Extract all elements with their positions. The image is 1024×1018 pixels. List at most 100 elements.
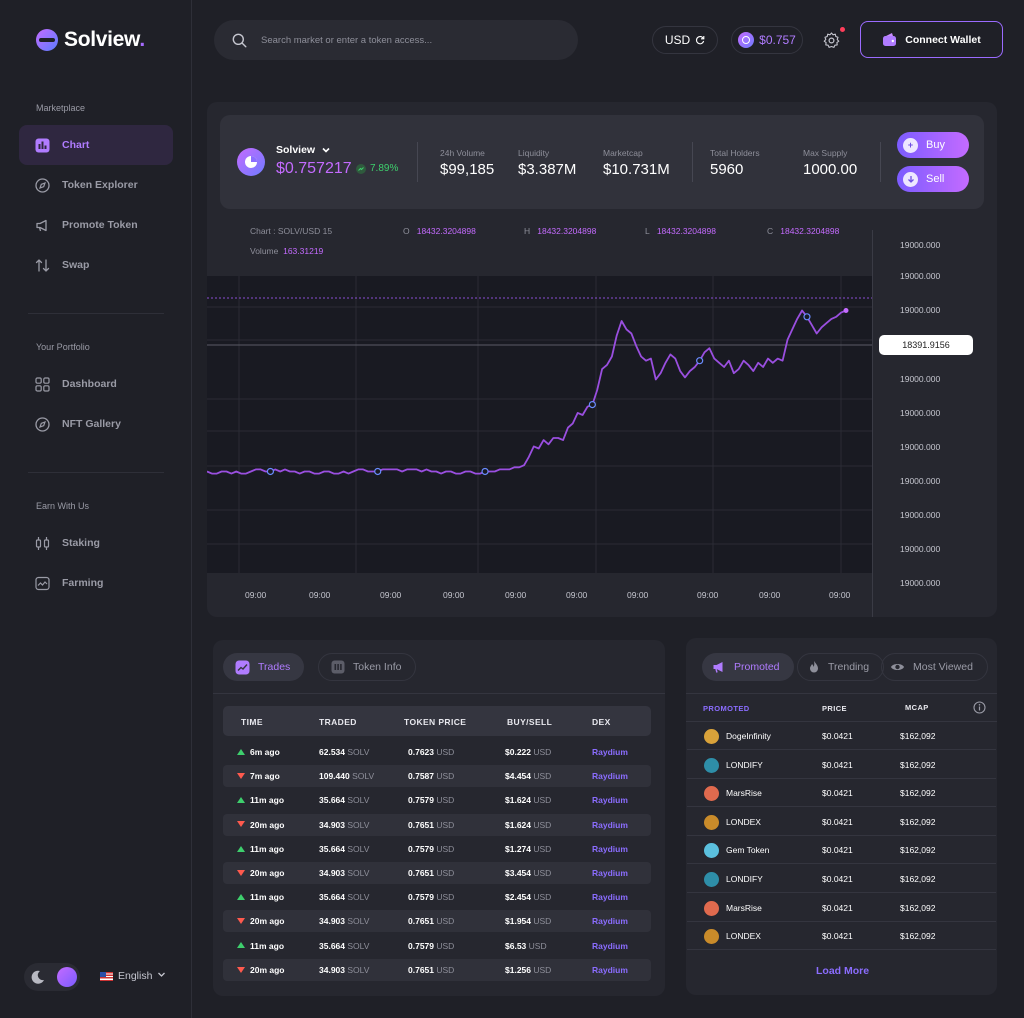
- ohlc-volume: Volume 163.31219: [250, 246, 324, 256]
- table-row[interactable]: 11m ago 35.664 SOLV 0.7579 USD $6.53 USD Ray…: [223, 935, 651, 957]
- trade-dex[interactable]: Raydium: [592, 843, 628, 854]
- currency-selector[interactable]: USD: [652, 26, 718, 54]
- chart-point: [481, 467, 489, 476]
- search-bar[interactable]: [214, 20, 578, 60]
- eye-icon: [890, 661, 905, 673]
- token-price: $0.0421: [822, 902, 853, 913]
- language-selector[interactable]: English: [100, 970, 166, 982]
- arrow-down-icon: [237, 918, 245, 925]
- buy-label: Buy: [926, 139, 945, 151]
- refresh-icon: [695, 35, 705, 45]
- token-price: $0.0421: [822, 731, 853, 741]
- y-tick-label: 19000.000: [900, 305, 941, 315]
- trade-dex[interactable]: Raydium: [592, 892, 628, 903]
- trade-time: 11m ago: [237, 844, 284, 854]
- currency-label: USD: [664, 33, 691, 47]
- sidebar-item-token-explorer[interactable]: Token Explorer: [19, 165, 173, 205]
- tab-trending[interactable]: Trending: [797, 653, 885, 681]
- theme-toggle[interactable]: [24, 963, 80, 991]
- sell-label: Sell: [926, 173, 945, 185]
- stat-separator: [880, 142, 881, 182]
- trade-dex[interactable]: Raydium: [592, 940, 628, 951]
- trade-dex[interactable]: Raydium: [592, 747, 628, 757]
- list-item[interactable]: DogeInfinity $0.0421 $162,092: [687, 722, 996, 750]
- tab-trades[interactable]: Trades: [223, 653, 305, 681]
- tab-most-viewed[interactable]: Most Viewed: [881, 653, 988, 681]
- x-tick-label: 09:00: [505, 590, 527, 600]
- column-header: TRADED: [319, 717, 357, 727]
- list-item[interactable]: LONDIFY $0.0421 $162,092: [687, 865, 996, 893]
- table-row[interactable]: 6m ago 62.534 SOLV 0.7623 USD $0.222 USD Ray…: [223, 741, 651, 763]
- token-name: LONDEX: [726, 931, 761, 942]
- token-name: Gem Token: [726, 845, 770, 856]
- sidebar-item-staking[interactable]: Staking: [19, 523, 173, 563]
- table-row[interactable]: 11m ago 35.664 SOLV 0.7579 USD $1.624 USD Ra…: [223, 789, 651, 811]
- x-tick-label: 09:00: [627, 590, 649, 600]
- trade-dex[interactable]: Raydium: [592, 771, 628, 782]
- trade-dex[interactable]: Raydium: [592, 916, 628, 927]
- table-row[interactable]: 7m ago 109.440 SOLV 0.7587 USD $4.454 USD Ra…: [223, 765, 651, 788]
- sidebar-item-chart[interactable]: Chart: [19, 125, 173, 165]
- swap-icon: [34, 257, 50, 273]
- tab-promoted[interactable]: Promoted: [702, 653, 794, 681]
- token-mcap: $162,092: [900, 874, 936, 884]
- info-icon[interactable]: [973, 701, 986, 714]
- tab-token-info[interactable]: Token Info: [318, 653, 417, 681]
- token-summary-card: Solview $0.757217 7.89% 24h Volume $99,1…: [220, 115, 984, 209]
- column-header: MCAP: [905, 703, 929, 712]
- trade-time: 20m ago: [237, 916, 285, 926]
- table-row[interactable]: 11m ago 35.664 SOLV 0.7579 USD $1.274 USD Ra…: [223, 838, 651, 860]
- table-row[interactable]: 20m ago 34.903 SOLV 0.7651 USD $1.954 USD Ra…: [223, 910, 651, 933]
- trade-dex[interactable]: Raydium: [592, 964, 628, 975]
- stat-label-liquidity: Liquidity: [518, 148, 550, 158]
- sidebar-item-farming[interactable]: Farming: [19, 563, 173, 603]
- stat-label-marketcap: Marketcap: [603, 148, 643, 158]
- token-mcap: $162,092: [900, 759, 936, 770]
- list-item[interactable]: MarsRise $0.0421 $162,092: [687, 779, 996, 808]
- list-item[interactable]: LONDEX $0.0421 $162,092: [687, 808, 996, 836]
- trade-dex[interactable]: Raydium: [592, 795, 628, 806]
- price-line-chart[interactable]: [207, 276, 872, 573]
- arrow-down-icon: [237, 869, 245, 876]
- connect-wallet-label: Connect Wallet: [905, 33, 981, 46]
- sidebar-item-nft-gallery[interactable]: NFT Gallery: [19, 404, 173, 444]
- staking-icon: [34, 535, 50, 551]
- trade-price: 0.7579 USD: [408, 940, 455, 951]
- table-row[interactable]: 11m ago 35.664 SOLV 0.7579 USD $2.454 USD Ra…: [223, 886, 651, 908]
- price-axis: 19000.000 19000.000 19000.000 19000.000 1900…: [872, 230, 996, 617]
- stat-value-holders: 5960: [710, 161, 744, 178]
- balance-pill[interactable]: $0.757: [731, 26, 803, 54]
- token-name-selector[interactable]: Solview: [276, 144, 331, 156]
- sidebar-item-promote-token[interactable]: Promote Token: [19, 205, 173, 245]
- arrow-up-icon: [237, 748, 245, 755]
- connect-wallet-button[interactable]: Connect Wallet: [860, 21, 1003, 58]
- search-input[interactable]: [261, 34, 561, 46]
- trades-icon: [235, 660, 250, 675]
- list-item[interactable]: Gem Token $0.0421 $162,092: [687, 836, 996, 865]
- list-item[interactable]: LONDEX $0.0421 $162,092: [687, 922, 996, 951]
- y-tick-label: 19000.000: [900, 578, 941, 588]
- brand-logo[interactable]: Solview.: [36, 28, 145, 52]
- table-row[interactable]: 20m ago 34.903 SOLV 0.7651 USD $1.256 USD Ra…: [223, 958, 651, 981]
- settings-button[interactable]: [816, 26, 846, 54]
- column-header: DEX: [592, 717, 611, 727]
- list-item[interactable]: LONDIFY $0.0421 $162,092: [687, 751, 996, 779]
- buy-button[interactable]: + Buy: [897, 132, 969, 158]
- section-label-marketplace: Marketplace: [36, 103, 86, 113]
- notification-dot: [840, 27, 845, 32]
- token-icon: [738, 32, 755, 48]
- sell-button[interactable]: Sell: [897, 166, 969, 192]
- sidebar-item-dashboard[interactable]: Dashboard: [19, 364, 173, 404]
- load-more-button[interactable]: Load More: [816, 965, 870, 977]
- trade-value: $2.454 USD: [505, 892, 552, 903]
- arrow-up-icon: [237, 893, 245, 900]
- sidebar-item-swap[interactable]: Swap: [19, 245, 173, 285]
- panel-divider: [213, 693, 665, 694]
- table-row[interactable]: 20m ago 34.903 SOLV 0.7651 USD $3.454 USD Ra…: [223, 862, 651, 884]
- trade-dex[interactable]: Raydium: [592, 819, 628, 830]
- token-name: MarsRise: [726, 788, 762, 799]
- table-row[interactable]: 20m ago 34.903 SOLV 0.7651 USD $1.624 USD Ra…: [223, 813, 651, 836]
- token-price: $0.0421: [822, 759, 853, 770]
- trade-dex[interactable]: Raydium: [592, 868, 628, 878]
- list-item[interactable]: MarsRise $0.0421 $162,092: [687, 894, 996, 922]
